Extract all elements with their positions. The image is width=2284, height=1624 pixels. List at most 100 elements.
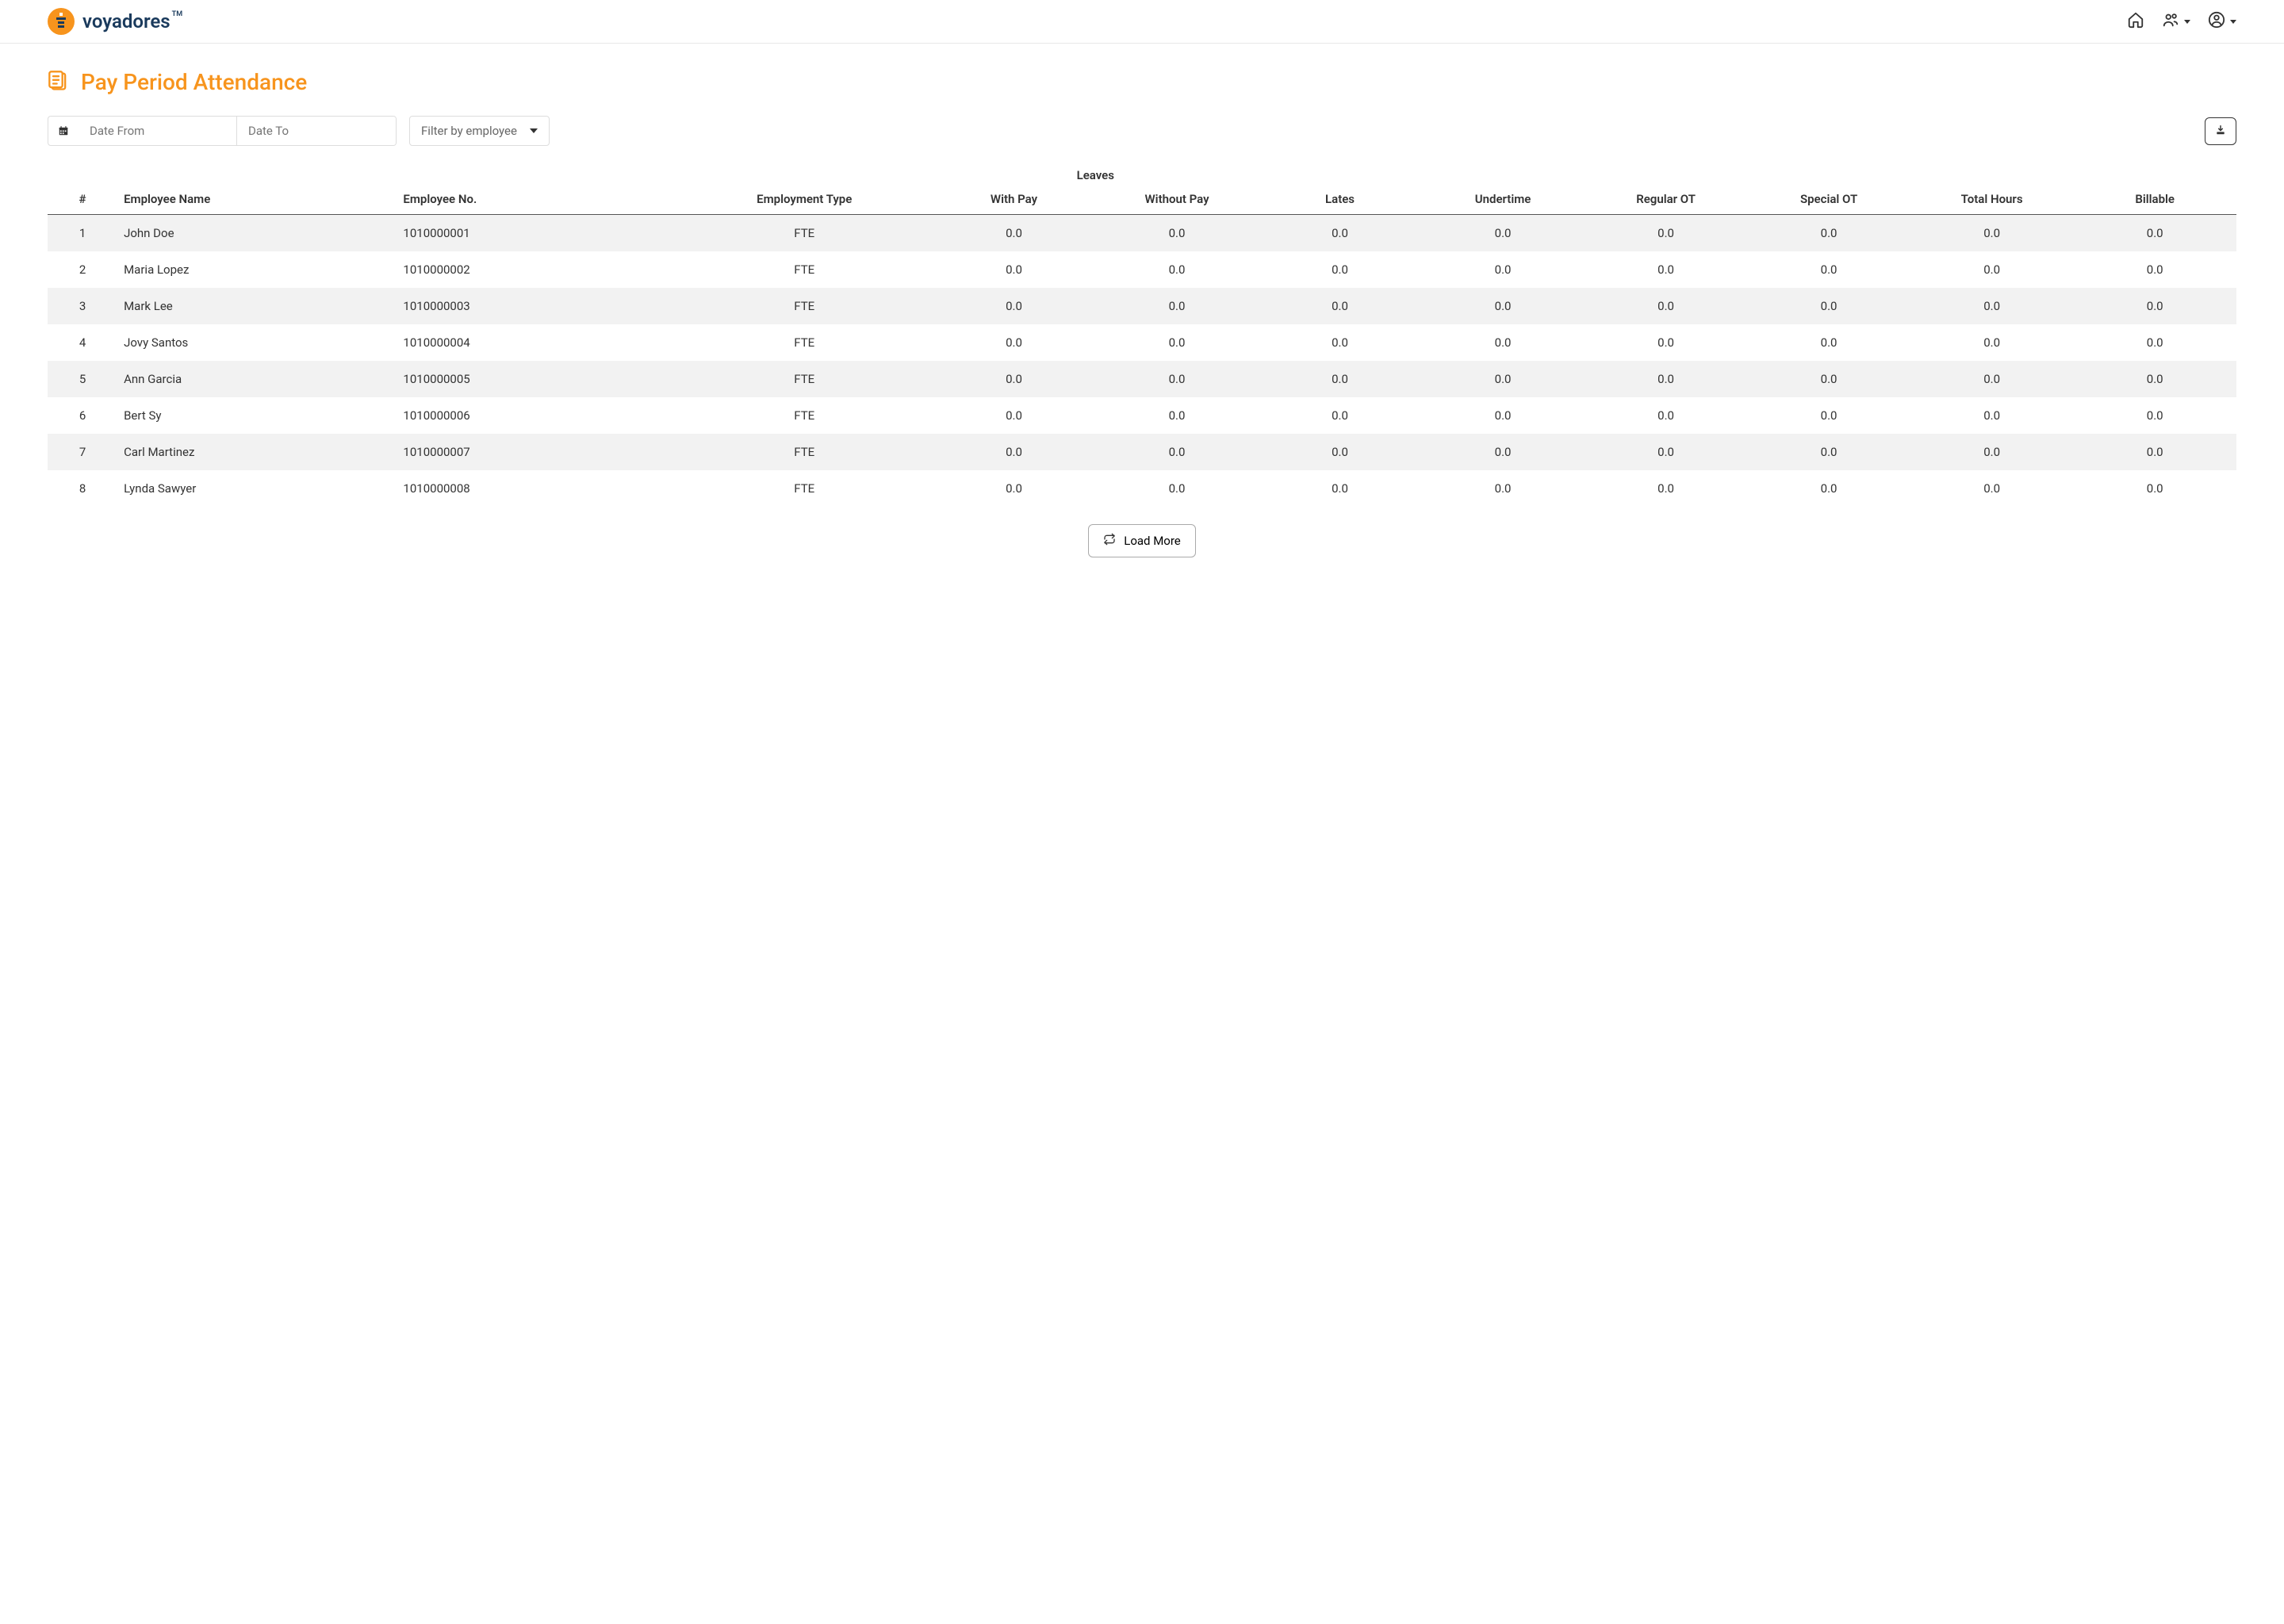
cell-name: Maria Lopez bbox=[117, 251, 397, 288]
cell-no: 1010000003 bbox=[397, 288, 676, 324]
cell-undertime: 0.0 bbox=[1421, 251, 1585, 288]
th-lates: Lates bbox=[1259, 186, 1422, 215]
cell-name: Bert Sy bbox=[117, 397, 397, 434]
th-no: Employee No. bbox=[397, 186, 676, 215]
cell-billable: 0.0 bbox=[2073, 324, 2236, 361]
cell-regular_ot: 0.0 bbox=[1585, 288, 1748, 324]
th-without-pay: Without Pay bbox=[1095, 186, 1259, 215]
download-icon bbox=[2215, 124, 2226, 138]
cell-no: 1010000004 bbox=[397, 324, 676, 361]
cell-undertime: 0.0 bbox=[1421, 288, 1585, 324]
cell-special_ot: 0.0 bbox=[1747, 470, 1910, 507]
employee-filter-select[interactable]: Filter by employee bbox=[409, 116, 550, 146]
download-button[interactable] bbox=[2205, 117, 2236, 145]
load-more-button[interactable]: Load More bbox=[1088, 524, 1196, 557]
table-row[interactable]: 2Maria Lopez1010000002FTE0.00.00.00.00.0… bbox=[48, 251, 2236, 288]
cell-idx: 1 bbox=[48, 215, 117, 252]
cell-total_hours: 0.0 bbox=[1910, 288, 2074, 324]
cell-billable: 0.0 bbox=[2073, 251, 2236, 288]
cell-no: 1010000008 bbox=[397, 470, 676, 507]
cell-lates: 0.0 bbox=[1259, 251, 1422, 288]
table-row[interactable]: 1John Doe1010000001FTE0.00.00.00.00.00.0… bbox=[48, 215, 2236, 252]
cell-idx: 7 bbox=[48, 434, 117, 470]
cell-type: FTE bbox=[676, 434, 933, 470]
cell-billable: 0.0 bbox=[2073, 434, 2236, 470]
th-billable: Billable bbox=[2073, 186, 2236, 215]
cell-type: FTE bbox=[676, 215, 933, 252]
date-to-input[interactable] bbox=[237, 117, 396, 145]
cell-total_hours: 0.0 bbox=[1910, 434, 2074, 470]
cell-without_pay: 0.0 bbox=[1095, 215, 1259, 252]
cell-with_pay: 0.0 bbox=[933, 434, 1096, 470]
cell-total_hours: 0.0 bbox=[1910, 361, 2074, 397]
cell-billable: 0.0 bbox=[2073, 288, 2236, 324]
cell-lates: 0.0 bbox=[1259, 288, 1422, 324]
cell-regular_ot: 0.0 bbox=[1585, 324, 1748, 361]
cell-lates: 0.0 bbox=[1259, 361, 1422, 397]
cell-billable: 0.0 bbox=[2073, 470, 2236, 507]
filter-bar: Filter by employee bbox=[48, 116, 2236, 146]
cell-undertime: 0.0 bbox=[1421, 397, 1585, 434]
home-icon bbox=[2127, 11, 2144, 32]
cell-with_pay: 0.0 bbox=[933, 324, 1096, 361]
brand-name: voyadoresTM bbox=[82, 10, 182, 33]
cell-special_ot: 0.0 bbox=[1747, 361, 1910, 397]
cell-without_pay: 0.0 bbox=[1095, 470, 1259, 507]
table-row[interactable]: 3Mark Lee1010000003FTE0.00.00.00.00.00.0… bbox=[48, 288, 2236, 324]
th-total-hours: Total Hours bbox=[1910, 186, 2074, 215]
cell-regular_ot: 0.0 bbox=[1585, 434, 1748, 470]
cell-idx: 5 bbox=[48, 361, 117, 397]
cell-with_pay: 0.0 bbox=[933, 215, 1096, 252]
cell-undertime: 0.0 bbox=[1421, 361, 1585, 397]
th-undertime: Undertime bbox=[1421, 186, 1585, 215]
cell-no: 1010000006 bbox=[397, 397, 676, 434]
table-row[interactable]: 5Ann Garcia1010000005FTE0.00.00.00.00.00… bbox=[48, 361, 2236, 397]
table-row[interactable]: 4Jovy Santos1010000004FTE0.00.00.00.00.0… bbox=[48, 324, 2236, 361]
user-circle-icon bbox=[2208, 11, 2225, 32]
cell-idx: 6 bbox=[48, 397, 117, 434]
users-icon bbox=[2162, 11, 2179, 32]
cell-regular_ot: 0.0 bbox=[1585, 215, 1748, 252]
brand-area[interactable]: voyadoresTM bbox=[48, 8, 182, 35]
th-with-pay: With Pay bbox=[933, 186, 1096, 215]
calendar-icon bbox=[48, 117, 79, 145]
cell-total_hours: 0.0 bbox=[1910, 470, 2074, 507]
cell-regular_ot: 0.0 bbox=[1585, 470, 1748, 507]
cell-name: Mark Lee bbox=[117, 288, 397, 324]
account-menu[interactable] bbox=[2208, 11, 2236, 32]
cell-special_ot: 0.0 bbox=[1747, 288, 1910, 324]
brand-text: voyadores bbox=[82, 10, 171, 33]
cell-without_pay: 0.0 bbox=[1095, 397, 1259, 434]
th-name: Employee Name bbox=[117, 186, 397, 215]
cell-type: FTE bbox=[676, 324, 933, 361]
th-leaves-group: Leaves bbox=[933, 163, 1259, 186]
cell-special_ot: 0.0 bbox=[1747, 397, 1910, 434]
users-menu[interactable] bbox=[2162, 11, 2190, 32]
cell-total_hours: 0.0 bbox=[1910, 251, 2074, 288]
cell-name: John Doe bbox=[117, 215, 397, 252]
table-row[interactable]: 7Carl Martinez1010000007FTE0.00.00.00.00… bbox=[48, 434, 2236, 470]
cell-without_pay: 0.0 bbox=[1095, 361, 1259, 397]
cell-billable: 0.0 bbox=[2073, 361, 2236, 397]
cell-type: FTE bbox=[676, 251, 933, 288]
cell-lates: 0.0 bbox=[1259, 215, 1422, 252]
date-from-input[interactable] bbox=[79, 117, 237, 145]
cell-name: Ann Garcia bbox=[117, 361, 397, 397]
table-row[interactable]: 6Bert Sy1010000006FTE0.00.00.00.00.00.00… bbox=[48, 397, 2236, 434]
cell-name: Lynda Sawyer bbox=[117, 470, 397, 507]
cell-regular_ot: 0.0 bbox=[1585, 361, 1748, 397]
cell-undertime: 0.0 bbox=[1421, 434, 1585, 470]
cell-special_ot: 0.0 bbox=[1747, 434, 1910, 470]
brand-logo-icon bbox=[48, 8, 75, 35]
cell-name: Jovy Santos bbox=[117, 324, 397, 361]
cell-special_ot: 0.0 bbox=[1747, 324, 1910, 361]
home-nav[interactable] bbox=[2127, 11, 2144, 32]
cell-without_pay: 0.0 bbox=[1095, 434, 1259, 470]
cell-idx: 3 bbox=[48, 288, 117, 324]
cell-type: FTE bbox=[676, 361, 933, 397]
cell-type: FTE bbox=[676, 470, 933, 507]
cell-undertime: 0.0 bbox=[1421, 324, 1585, 361]
cell-no: 1010000005 bbox=[397, 361, 676, 397]
table-row[interactable]: 8Lynda Sawyer1010000008FTE0.00.00.00.00.… bbox=[48, 470, 2236, 507]
header-bar: voyadoresTM bbox=[0, 0, 2284, 44]
